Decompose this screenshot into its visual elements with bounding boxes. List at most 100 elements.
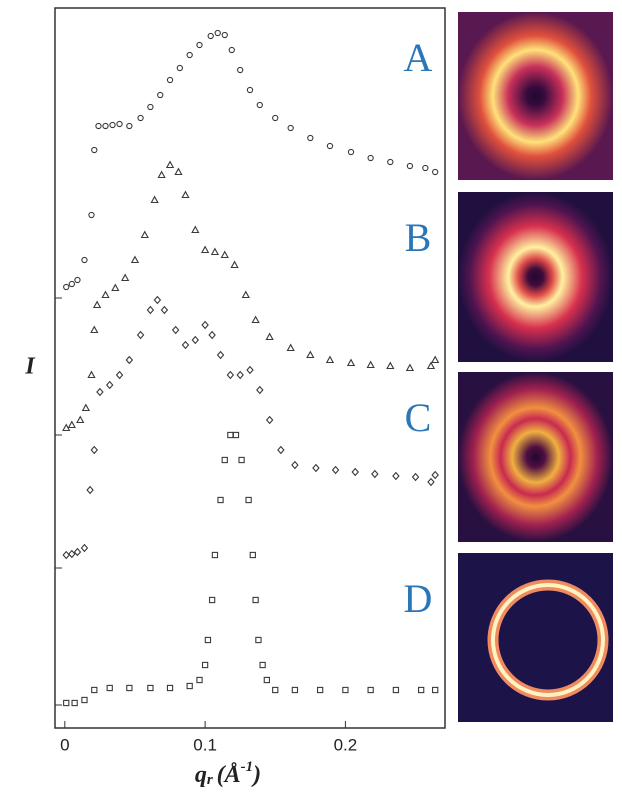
data-point	[418, 686, 425, 694]
data-point	[181, 340, 190, 350]
pattern-image	[458, 372, 613, 542]
data-point	[220, 250, 229, 259]
data-point	[272, 686, 279, 694]
pattern-image	[458, 192, 613, 362]
data-point	[226, 370, 235, 380]
x-label-subscript: r	[207, 772, 213, 788]
data-point	[422, 164, 429, 172]
data-point	[255, 636, 262, 644]
data-point	[232, 431, 240, 439]
data-point	[208, 330, 216, 340]
data-point	[406, 162, 414, 170]
data-point	[87, 370, 96, 379]
data-point	[80, 543, 89, 553]
data-point	[176, 64, 184, 72]
data-point	[227, 431, 234, 439]
data-point	[241, 290, 250, 299]
data-point	[221, 31, 228, 39]
data-point	[140, 230, 149, 239]
data-point	[216, 350, 225, 360]
data-point	[111, 283, 120, 292]
data-point	[204, 636, 212, 644]
x-label-unit: (Å	[217, 762, 241, 788]
data-point	[342, 686, 349, 694]
data-point	[208, 596, 216, 604]
ring	[491, 583, 605, 697]
data-point	[171, 325, 180, 335]
curve-label: C	[405, 395, 432, 440]
data-point	[63, 699, 70, 707]
data-point	[91, 146, 98, 154]
data-point	[157, 91, 164, 99]
data-point	[245, 496, 252, 504]
data-point	[307, 134, 314, 142]
data-point	[238, 456, 245, 464]
plot-area: 0 0.1 0.2	[55, 29, 440, 754]
data-point	[325, 355, 335, 364]
data-point	[186, 682, 193, 690]
data-point	[166, 76, 174, 84]
data-point	[101, 290, 110, 299]
data-point	[109, 121, 116, 129]
data-point	[116, 120, 123, 128]
data-point	[291, 460, 299, 470]
data-point	[62, 423, 71, 432]
data-point	[432, 168, 439, 176]
curve-label: A	[404, 35, 433, 80]
data-point	[181, 190, 190, 199]
data-point	[96, 387, 104, 397]
data-point	[431, 355, 440, 364]
data-point	[147, 684, 154, 692]
data-point	[346, 358, 356, 367]
data-point	[125, 355, 134, 365]
data-point	[392, 471, 400, 481]
data-point	[63, 283, 70, 291]
data-point	[186, 51, 193, 59]
data-point	[126, 684, 133, 692]
data-point	[371, 469, 379, 479]
data-point	[277, 445, 285, 455]
data-point	[351, 467, 359, 477]
data-point	[367, 154, 374, 162]
data-point	[347, 148, 355, 156]
data-point	[207, 32, 214, 40]
x-label-unit-close: )	[251, 762, 261, 788]
data-point	[265, 415, 274, 425]
x-label-exponent: -1	[241, 759, 254, 775]
data-point	[196, 41, 203, 49]
x-tick-label: 0	[60, 735, 69, 754]
data-point	[331, 465, 340, 475]
x-tick-label: 0.1	[193, 735, 217, 754]
data-point	[214, 29, 221, 37]
pattern-image	[458, 12, 613, 180]
data-point	[81, 696, 88, 704]
data-point	[236, 370, 244, 380]
data-point	[252, 596, 259, 604]
data-point	[165, 160, 175, 169]
data-point	[174, 167, 183, 176]
data-point	[431, 470, 439, 480]
data-point	[68, 549, 76, 559]
data-point	[76, 415, 85, 424]
data-point	[230, 260, 239, 269]
data-point	[326, 142, 334, 150]
data-point	[251, 315, 260, 324]
data-point	[146, 305, 155, 315]
data-point	[306, 350, 315, 359]
data-point	[91, 686, 98, 694]
data-point	[201, 320, 209, 330]
data-point	[259, 661, 266, 669]
data-point	[95, 122, 102, 130]
data-point	[426, 361, 436, 370]
data-point	[150, 195, 159, 204]
data-point	[256, 101, 263, 109]
data-point	[316, 686, 324, 694]
data-point	[263, 676, 270, 684]
y-axis-label: I	[24, 354, 36, 380]
curve-label: D	[404, 576, 433, 621]
data-point	[427, 477, 435, 487]
data-point	[246, 86, 254, 94]
data-point	[312, 463, 320, 473]
